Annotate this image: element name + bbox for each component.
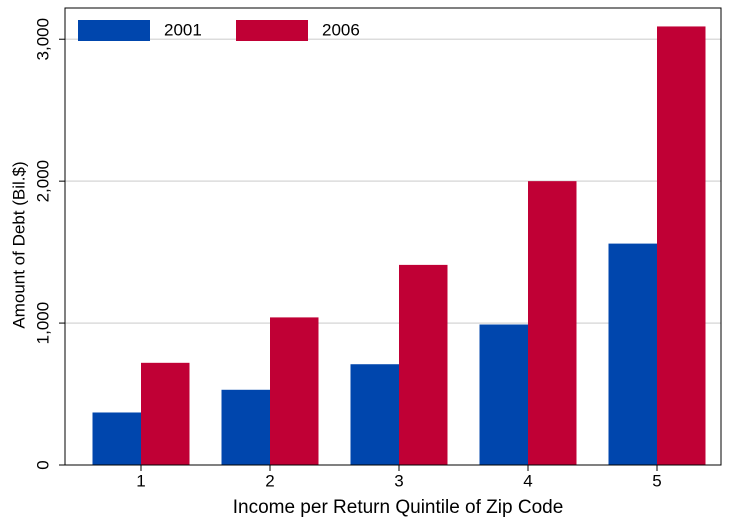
x-tick-label: 2 — [265, 471, 274, 490]
legend-swatch — [78, 20, 150, 41]
y-tick-label: 0 — [33, 460, 52, 469]
bar — [399, 264, 448, 465]
y-axis-title: Amount of Debt (Bil.$) — [9, 161, 28, 328]
bar — [350, 364, 399, 465]
x-tick-label: 1 — [136, 471, 145, 490]
y-tick-label: 3,000 — [33, 18, 52, 61]
bar — [479, 324, 528, 465]
x-tick-label: 3 — [394, 471, 403, 490]
legend-label: 2006 — [322, 20, 360, 39]
bar — [221, 389, 270, 465]
bar — [528, 181, 577, 466]
plot-frame — [64, 7, 722, 466]
bar — [92, 412, 141, 465]
y-tick-label: 1,000 — [33, 302, 52, 345]
legend-swatch — [236, 20, 308, 41]
x-tick-label: 5 — [652, 471, 661, 490]
x-tick-label: 4 — [523, 471, 532, 490]
bar — [657, 26, 706, 465]
bar — [270, 317, 319, 465]
bar — [608, 243, 657, 465]
x-axis-title: Income per Return Quintile of Zip Code — [233, 497, 564, 518]
y-tick-label: 2,000 — [33, 160, 52, 203]
bar — [141, 362, 190, 465]
legend-label: 2001 — [164, 20, 202, 39]
